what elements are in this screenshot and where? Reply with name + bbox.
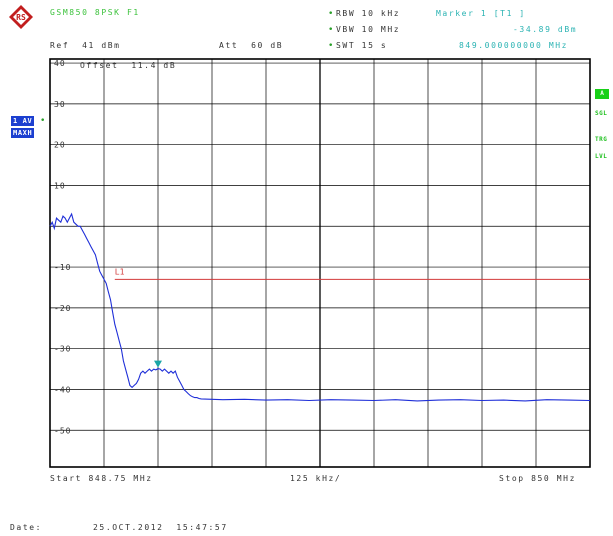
start-frequency: Start 848.75 MHz (50, 474, 153, 483)
swt-indicator-dot: • (328, 41, 334, 51)
swt-setting: SWT 15 s (336, 41, 388, 50)
vbw-setting: VBW 10 MHz (336, 25, 401, 34)
measurement-title: GSM850 8PSK F1 (50, 8, 140, 17)
y-tick-label: 30 (54, 100, 66, 109)
limit-line-label: L1 (115, 267, 125, 276)
trace-mode-badge: 1 AV (11, 116, 35, 126)
offset-label: Offset 11.4 dB (80, 61, 177, 70)
y-tick-label: 10 (54, 181, 66, 190)
a-indicator-badge: A (595, 89, 609, 99)
marker-frequency: 849.000000000 MHz (459, 41, 569, 50)
y-tick-label: -40 (54, 385, 71, 394)
rbw-indicator-dot: • (328, 9, 334, 19)
y-tick-label: -30 (54, 345, 71, 354)
marker-triangle (154, 360, 162, 368)
sgl-indicator: SGL (595, 110, 608, 117)
y-tick-label: -50 (54, 426, 71, 435)
rohde-schwarz-logo: RS (9, 5, 33, 29)
y-tick-label: 20 (54, 141, 66, 150)
y-tick-label: 40 (54, 59, 66, 68)
attenuation: Att 60 dB (219, 41, 284, 50)
date-label: Date: (10, 523, 43, 532)
spectrum-trace (49, 212, 591, 402)
detector-badge: MAXH (11, 128, 35, 138)
date-value: 25.OCT.2012 15:47:57 (93, 523, 228, 532)
vbw-indicator-dot: • (328, 25, 334, 35)
rbw-setting: RBW 10 kHz (336, 9, 401, 18)
stop-frequency: Stop 850 MHz (499, 474, 576, 483)
trace-mode-dot: • (40, 116, 46, 126)
reference-level: Ref 41 dBm (50, 41, 121, 50)
trg-indicator: TRG (595, 136, 608, 143)
y-tick-label: -20 (54, 304, 71, 313)
y-tick-label: -10 (54, 263, 71, 272)
marker-label: Marker 1 [T1 ] (436, 9, 526, 18)
marker-level: -34.89 dBm (513, 25, 578, 34)
span-per-division: 125 kHz/ (290, 474, 342, 483)
svg-text:RS: RS (16, 13, 26, 22)
lvl-indicator: LVL (595, 153, 608, 160)
